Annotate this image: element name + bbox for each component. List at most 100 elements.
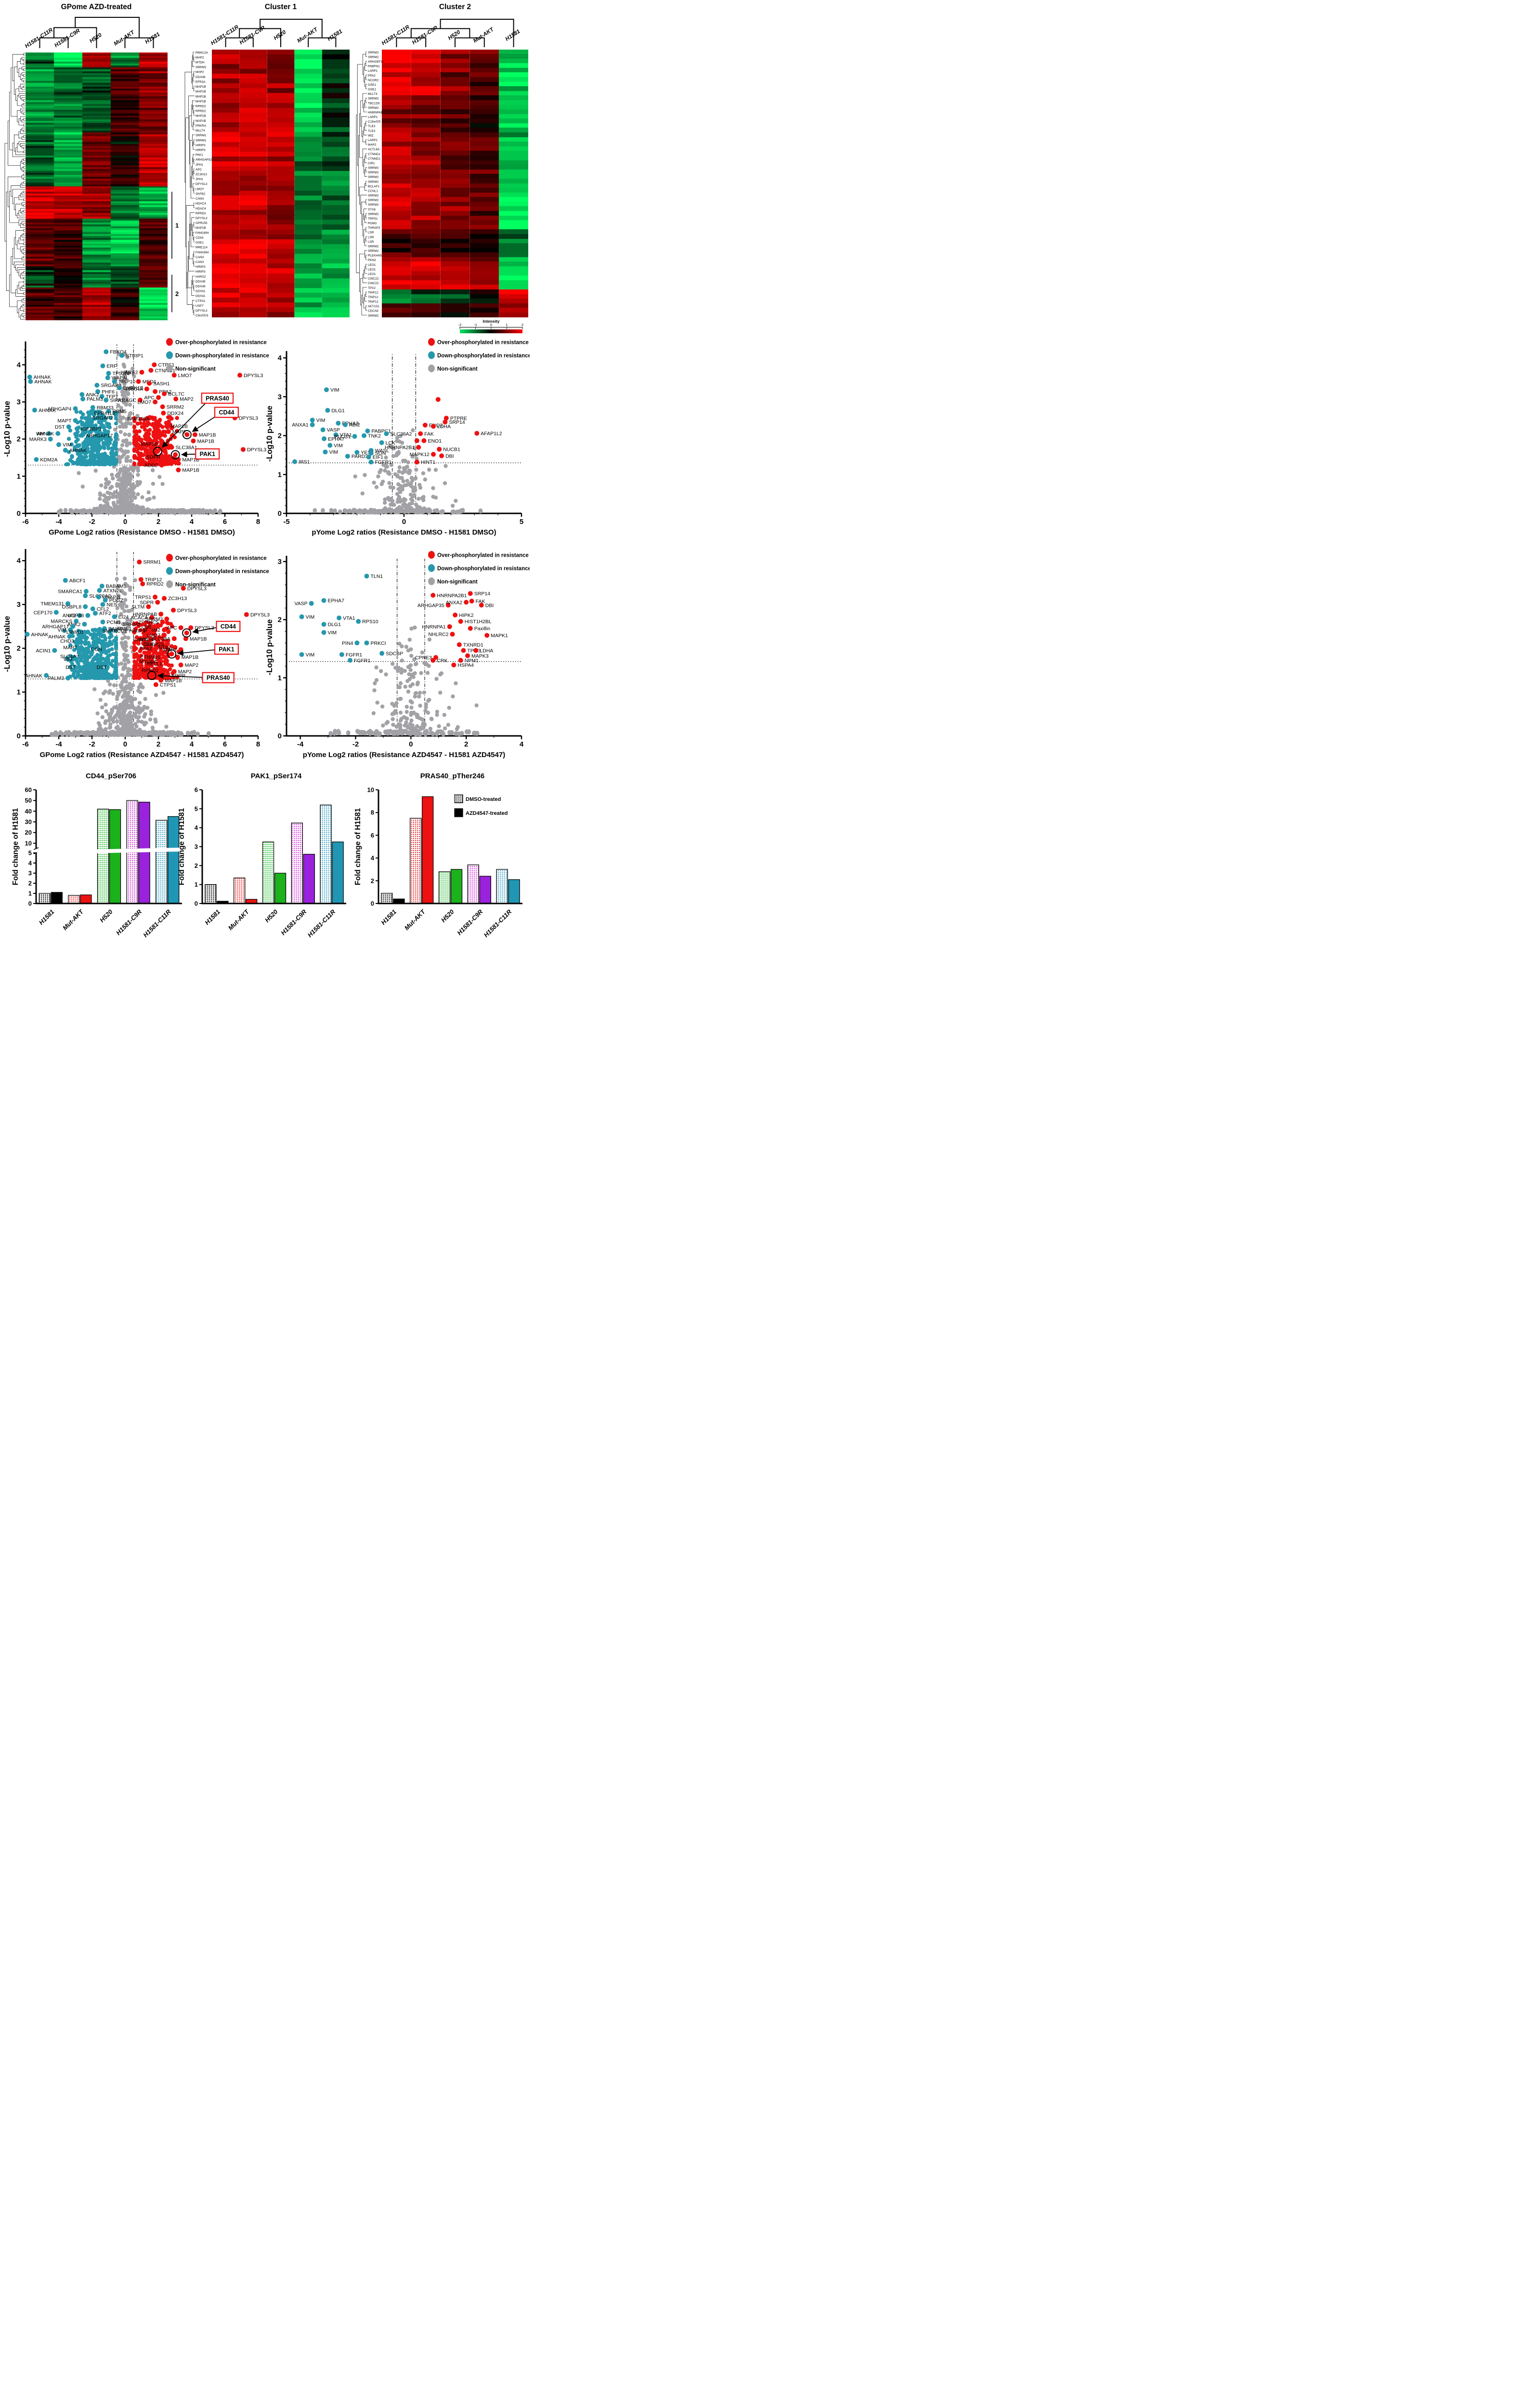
bar-azd-H1581-C9R bbox=[479, 876, 491, 904]
figure: GPome AZD-treated Cluster 1 Cluster 2 In… bbox=[0, 0, 530, 947]
x-axis-title: pYome Log2 ratios (Resistance DMSO - H15… bbox=[312, 528, 496, 537]
gene-label: AHNAK bbox=[34, 379, 52, 385]
legend-entry-label: Over-phosphorylated in resistance bbox=[437, 340, 529, 346]
heatmap-row-label: DDX46 bbox=[196, 280, 206, 283]
gene-label: VASP bbox=[294, 601, 307, 607]
heatmap-row-label: HIRIP3 bbox=[196, 148, 206, 152]
volcano-legend: Over-phosphorylated in resistance Down-ph… bbox=[166, 554, 269, 588]
x-tick-label: -2 bbox=[352, 740, 359, 748]
gene-label: SDPR bbox=[140, 600, 154, 605]
legend-entry-label: Down-phosphorylated in resistance bbox=[175, 569, 269, 575]
gene-label: AFAP1L2 bbox=[481, 431, 502, 436]
bar-y-tick: 3 bbox=[28, 870, 32, 877]
bar-y-tick: 8 bbox=[371, 809, 374, 816]
gene-label: ADD2 bbox=[144, 463, 158, 469]
bar-y-axis-title: Fold change of H1581 bbox=[178, 808, 186, 886]
gene-label: SNTB1 bbox=[155, 645, 171, 651]
heatmap-row-label: SRRM2 bbox=[368, 245, 379, 248]
heatmap-row-label: CANX bbox=[196, 197, 204, 201]
gene-label: SRP14 bbox=[474, 591, 490, 597]
heatmap-row-label: DDX41 bbox=[196, 295, 206, 298]
gene-label: DPYSL3 bbox=[247, 447, 266, 453]
x-tick-label: 8 bbox=[256, 518, 260, 526]
heatmap-column-label: H1581-C11R bbox=[381, 24, 411, 47]
gene-label: FAM169A bbox=[128, 416, 150, 422]
gene-label: FGFR1 bbox=[346, 652, 363, 658]
gene-label: RPS10 bbox=[362, 619, 378, 625]
bar-category-label: H520 bbox=[263, 908, 279, 924]
gene-label: FGFR1 bbox=[375, 459, 392, 465]
heatmap-row-label: CDCA8 bbox=[368, 310, 378, 313]
heatmap-row-label: MAP1B bbox=[196, 119, 206, 123]
gene-label: NHLRC2 bbox=[428, 632, 448, 638]
bar-dmso-H520 bbox=[97, 809, 109, 904]
gene-label: HIST1H2BL bbox=[465, 619, 492, 625]
heatmap-title-cluster2: Cluster 2 bbox=[439, 3, 471, 11]
bar-category-label: H1581 bbox=[379, 908, 398, 927]
bars bbox=[205, 804, 344, 904]
bar-dmso-H1581 bbox=[205, 884, 217, 904]
y-tick-label: 4 bbox=[17, 557, 21, 565]
gene-label: MAP1B bbox=[190, 636, 207, 642]
gene-label: CFL2 bbox=[97, 606, 109, 612]
gene-label: UBAP2L bbox=[103, 594, 122, 600]
bar-dmso-H1581-C9R bbox=[291, 823, 303, 904]
gene-label: AHNAK bbox=[34, 375, 51, 380]
gene-label: VIM bbox=[316, 418, 326, 423]
volcano-plot-4: 0 1 2 3 -4 -2 0 2 4 pYome Log2 ratios (Resistance… bbox=[265, 551, 530, 759]
bars bbox=[39, 800, 180, 904]
gene-label: MAP1B bbox=[165, 678, 182, 683]
heatmap-row-label: PABPN1 bbox=[368, 65, 380, 68]
cluster-bracket-label: 1 bbox=[175, 222, 179, 229]
bar-y-tick: 40 bbox=[25, 808, 32, 815]
gene-label: ZC3H13 bbox=[168, 596, 187, 602]
y-axis-title: -Log10 p-value bbox=[3, 616, 12, 672]
y-axis-title: -Log10 p-value bbox=[3, 401, 12, 457]
gene-label: DBI bbox=[485, 602, 494, 608]
gene-label: RELL1 bbox=[146, 661, 162, 667]
gene-label: PPA2 bbox=[140, 646, 152, 652]
gene-label: SLTM bbox=[131, 604, 144, 610]
gene-label: CEP170 bbox=[34, 610, 52, 615]
gene-label: CANX bbox=[133, 637, 147, 643]
heatmap-column-label: Mut-AKT bbox=[296, 26, 319, 44]
scatter-cloud bbox=[56, 352, 222, 515]
legend-entry-label: Over-phosphorylated in resistance bbox=[175, 340, 267, 346]
bar-y-tick: 5 bbox=[195, 805, 198, 812]
heatmap-column-label: Mut-AKT bbox=[472, 26, 495, 44]
gene-label: MAP1B bbox=[199, 432, 216, 438]
bar-category-label: H1581-C9R bbox=[115, 908, 143, 937]
gene-label: CTNND1 bbox=[140, 654, 160, 660]
bar-dmso-H1581-C11R bbox=[320, 804, 332, 904]
gene-label: MAP2 bbox=[185, 662, 199, 668]
heatmap-row-label: LARP1 bbox=[368, 69, 378, 73]
gene-label: HSPA4 bbox=[457, 663, 474, 668]
gene-label: AHNAK bbox=[25, 673, 42, 679]
bar-azd-Mut-AKT bbox=[422, 796, 434, 904]
heatmap-row-label: TRIP12 bbox=[368, 291, 378, 294]
bar-azd-H520 bbox=[274, 873, 287, 904]
heatmap-title-gpome: GPome AZD-treated bbox=[61, 3, 132, 11]
y-tick-label: 2 bbox=[17, 644, 21, 653]
gene-label: DPYSL3 bbox=[250, 612, 270, 618]
x-tick-label: 2 bbox=[156, 518, 160, 526]
gene-label: VIM bbox=[329, 449, 339, 455]
heatmap-row-label: MAP1B bbox=[196, 90, 206, 93]
bar-category-label: H1581 bbox=[38, 908, 56, 927]
heatmap-row-label: SRRM2 bbox=[368, 180, 379, 183]
gene-label: SMARCA1 bbox=[58, 589, 82, 595]
heatmap-row-label: ARHGEF11 bbox=[368, 60, 384, 64]
intensity-tick: -1 bbox=[474, 323, 477, 327]
heatmap-row-label: PKN2 bbox=[368, 259, 376, 262]
bar-azd-H1581-C9R bbox=[303, 854, 315, 904]
heatmap-row-label: HDAC4 bbox=[196, 207, 206, 210]
bar-y-tick: 6 bbox=[195, 786, 198, 794]
gene-label: PARD3 bbox=[352, 454, 368, 459]
gene-label: HNRNPA2B1 bbox=[385, 445, 415, 451]
heatmap-row-label: DDX41 bbox=[196, 290, 206, 293]
x-tick-label: -6 bbox=[22, 740, 28, 748]
gene-label: SRRM2 bbox=[123, 622, 141, 628]
gene-label: HIRIP3 bbox=[129, 628, 145, 634]
boxed-gene-label: PRAS40 bbox=[206, 395, 229, 402]
